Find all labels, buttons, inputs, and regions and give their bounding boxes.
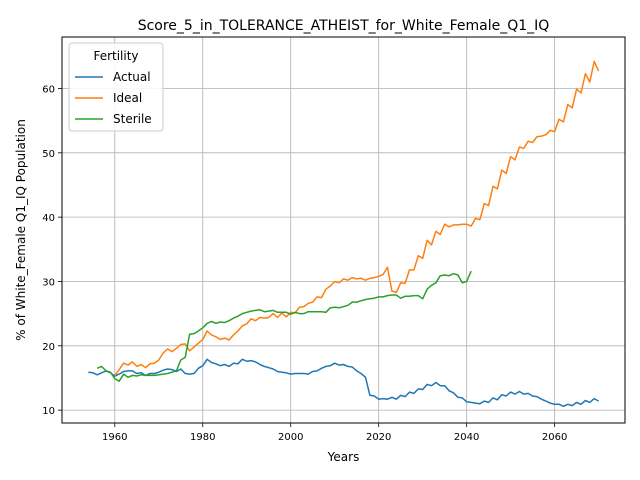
y-axis-label: % of White_Female Q1_IQ Population (14, 119, 28, 341)
axis-ticks: 1960 1980 2000 2020 2040 2060 10 20 30 40 50 60 (42, 84, 567, 443)
y-tick-label: 10 (42, 406, 55, 417)
series-line-sterile (96, 270, 472, 382)
x-axis-label: Years (327, 450, 360, 464)
legend-box (68, 42, 164, 132)
grid (62, 37, 625, 423)
x-tick-label: 2020 (366, 432, 391, 443)
chart-title: Score_5_in_TOLERANCE_ATHEIST_for_White_F… (138, 18, 550, 34)
y-tick-label: 20 (42, 342, 55, 353)
x-tick-label: 1980 (190, 432, 215, 443)
legend-label: Sterile (113, 112, 152, 126)
series-line-actual (88, 358, 599, 408)
x-tick-label: 2000 (278, 432, 303, 443)
y-tick-label: 60 (42, 84, 55, 95)
y-tick-label: 30 (42, 277, 55, 288)
legend-title: Fertility (93, 49, 138, 63)
legend: Fertility Actual Ideal Sterile (68, 42, 164, 132)
y-tick-label: 40 (42, 213, 55, 224)
x-tick-label: 1960 (102, 432, 127, 443)
plot-frame (61, 36, 626, 424)
legend-label: Ideal (113, 91, 142, 105)
x-tick-label: 2040 (454, 432, 479, 443)
y-tick-label: 50 (42, 149, 55, 160)
series-lines (88, 60, 600, 408)
legend-label: Actual (113, 70, 151, 84)
series-line-ideal (114, 60, 600, 376)
x-tick-label: 2060 (542, 432, 567, 443)
